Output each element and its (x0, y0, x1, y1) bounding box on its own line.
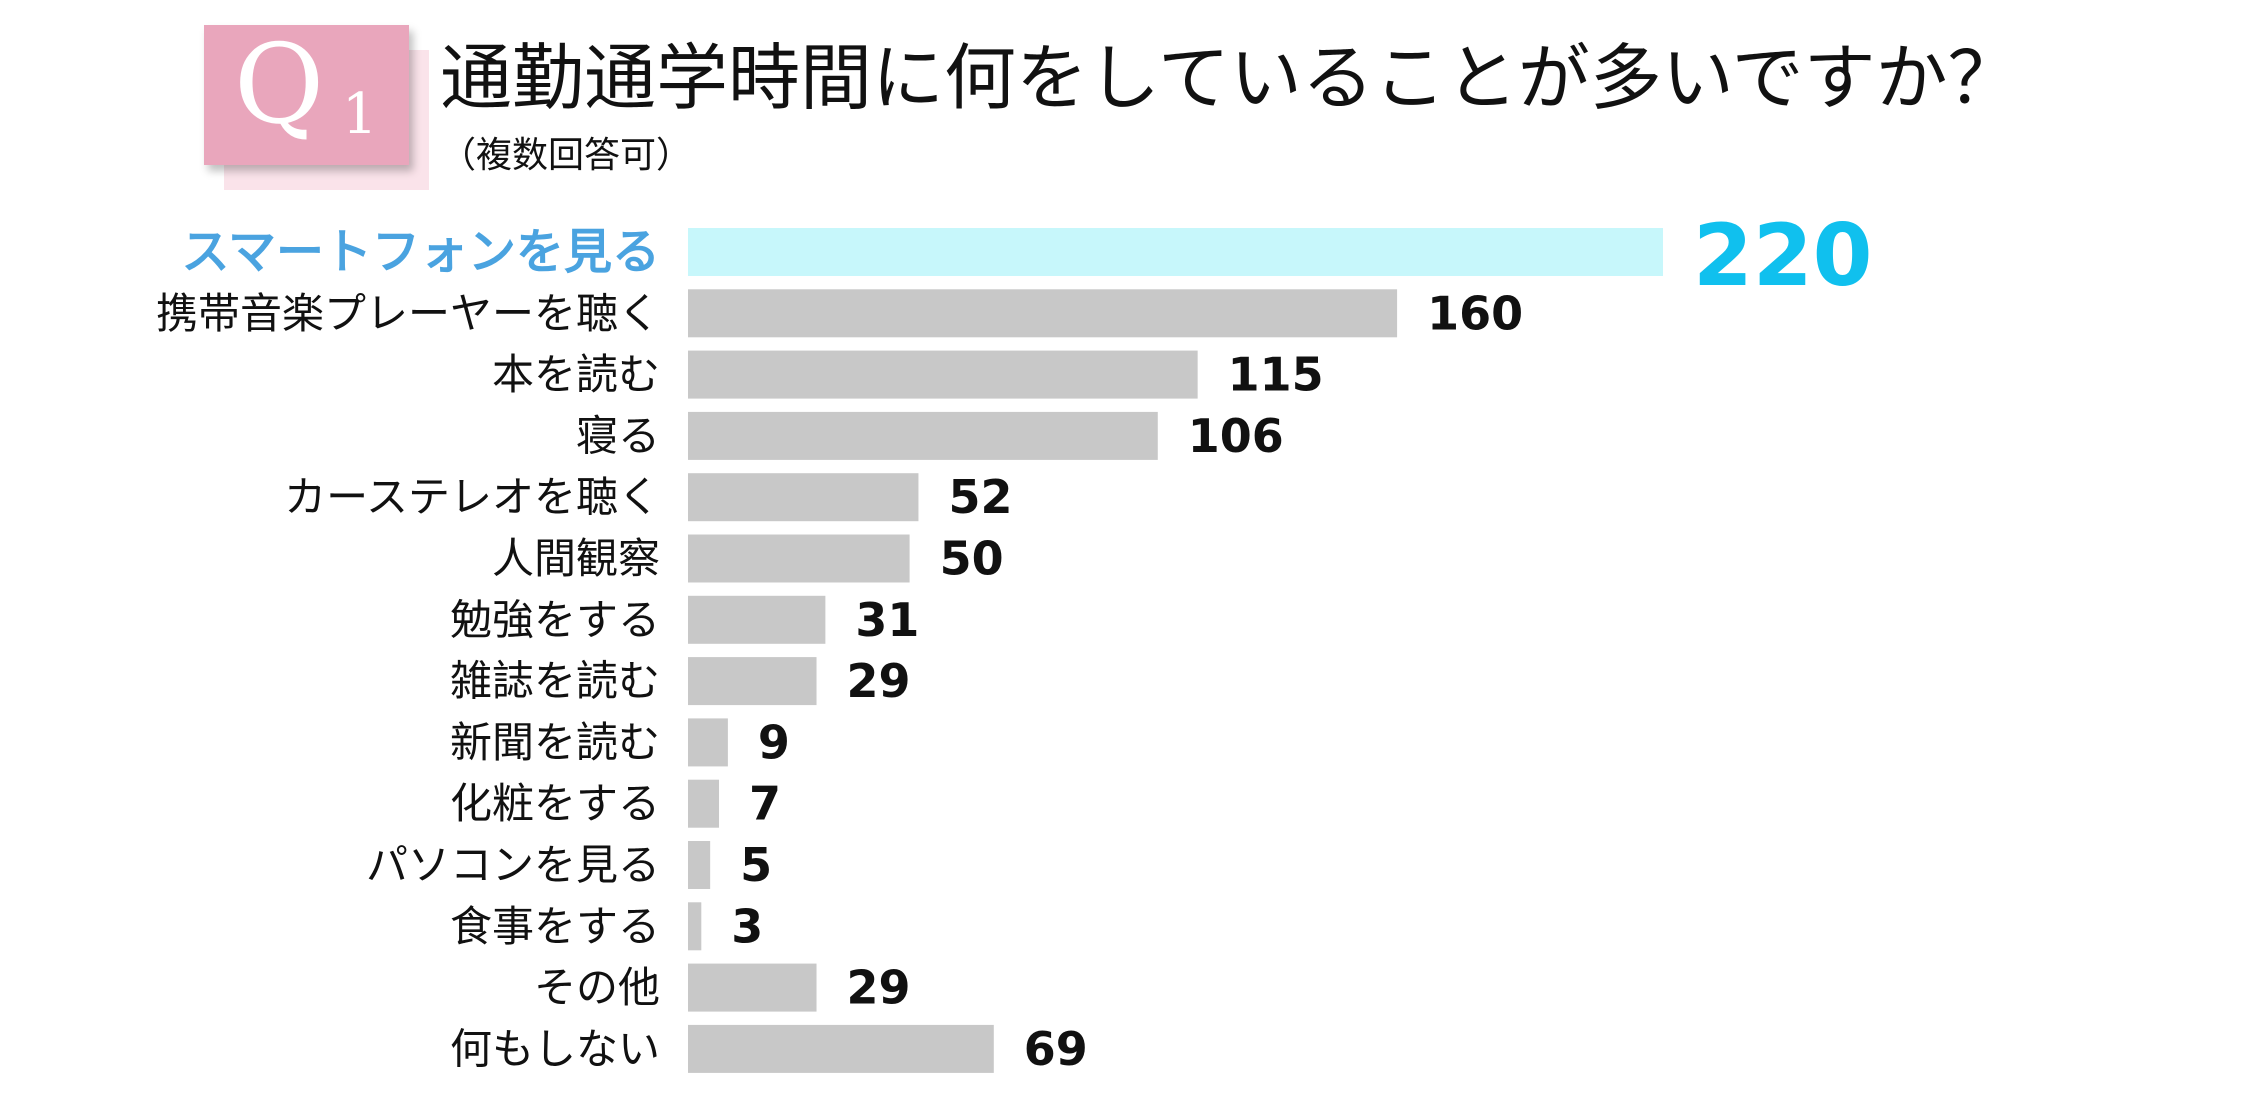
chart-title: 通勤通学時間に何をしていることが多いですか？ (440, 36, 2020, 120)
value-label-6: 31 (855, 593, 919, 647)
value-label-1: 160 (1427, 286, 1523, 340)
category-label-4: カーステレオを聴く (284, 473, 660, 522)
bar-3 (688, 411, 1158, 460)
bar-13 (688, 1024, 994, 1073)
chart-subtitle: （複数回答可） (440, 135, 693, 176)
bar-4 (688, 473, 919, 522)
value-label-3: 106 (1188, 409, 1284, 463)
value-label-5: 50 (940, 532, 1004, 586)
category-label-1: 携帯音楽プレーヤーを聴く (156, 289, 660, 338)
value-label-13: 69 (1024, 1022, 1088, 1076)
value-label-9: 7 (749, 777, 781, 831)
bar-12 (688, 963, 817, 1012)
category-label-8: 新聞を読む (450, 718, 660, 767)
value-label-10: 5 (740, 838, 772, 892)
bar-10 (688, 841, 711, 889)
category-label-9: 化粧をする (450, 779, 660, 828)
bar-7 (688, 657, 817, 706)
category-label-12: その他 (534, 963, 660, 1012)
bar-1 (688, 289, 1398, 338)
category-label-0: スマートフォンを見る (181, 224, 660, 280)
bar-11 (688, 902, 702, 951)
bar-5 (688, 534, 910, 583)
category-label-11: 食事をする (450, 902, 660, 951)
value-label-2: 115 (1228, 348, 1324, 402)
bar-2 (688, 350, 1198, 399)
category-label-10: パソコンを見る (366, 841, 660, 890)
category-label-3: 寝る (576, 411, 660, 460)
value-label-12: 29 (847, 961, 911, 1015)
category-label-6: 勉強をする (450, 595, 660, 644)
category-label-13: 何もしない (450, 1024, 660, 1073)
category-label-7: 雑誌を読む (450, 657, 660, 706)
question-badge: Q 1 (204, 25, 409, 165)
badge-letter: Q (234, 20, 325, 148)
bar-8 (688, 718, 728, 767)
value-label-11: 3 (731, 899, 763, 953)
value-label-4: 52 (948, 470, 1012, 524)
badge-number: 1 (342, 82, 378, 147)
category-label-5: 人間観察 (492, 534, 660, 583)
value-label-7: 29 (847, 654, 911, 708)
bar-0 (688, 228, 1663, 276)
bar-6 (688, 595, 826, 644)
category-label-2: 本を読む (492, 350, 660, 399)
value-label-8: 9 (758, 715, 790, 769)
bar-9 (688, 779, 720, 828)
value-label-0: 220 (1693, 206, 1873, 306)
